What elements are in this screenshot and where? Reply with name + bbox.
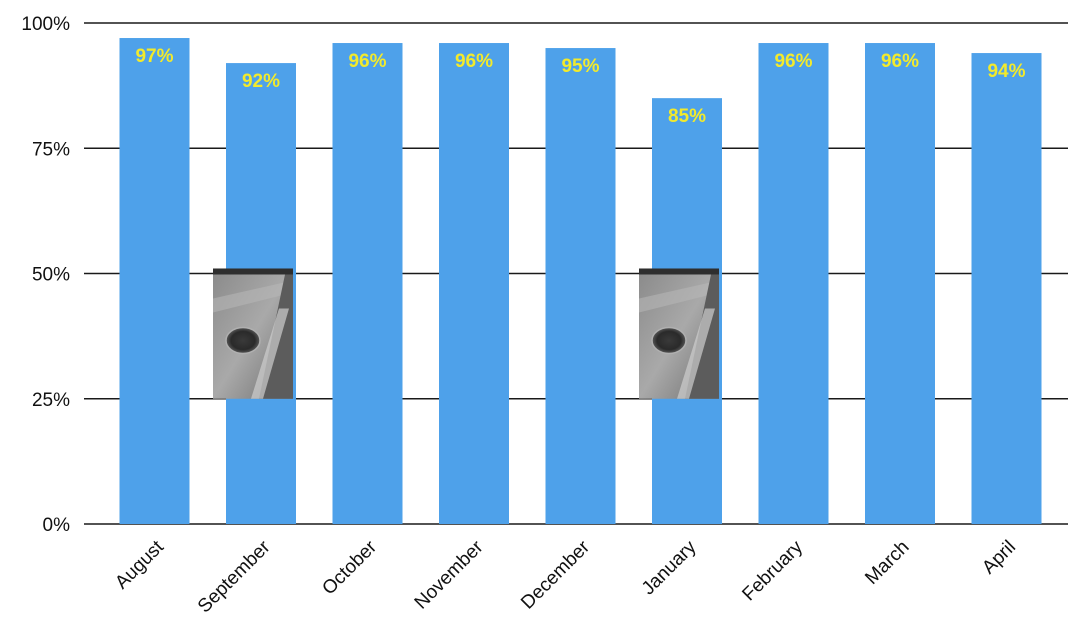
data-label-november: 96% xyxy=(455,51,493,72)
data-label-february: 96% xyxy=(774,51,812,72)
x-tick-label-march: March xyxy=(861,537,913,589)
x-tick-label-october: October xyxy=(318,536,381,599)
x-axis-category-labels: August September October November December Ja… xyxy=(111,536,1020,617)
y-tick-label-100: 100% xyxy=(21,14,70,35)
bar-december xyxy=(545,48,616,525)
y-tick-label-0: 0% xyxy=(43,515,71,536)
y-tick-label-50: 50% xyxy=(32,265,70,286)
y-axis-tick-labels: 0% 25% 50% 75% 100% xyxy=(21,14,70,536)
data-labels: 97% 92% 96% 96% 95% 85% 96% 96% 94% xyxy=(135,46,1025,127)
bar-april xyxy=(971,53,1042,525)
pothole-photo-september xyxy=(213,268,293,399)
bar-october xyxy=(332,43,403,524)
x-tick-label-january: January xyxy=(638,536,701,599)
data-label-march: 96% xyxy=(881,51,919,72)
y-tick-label-25: 25% xyxy=(32,390,70,411)
pothole-photo-january xyxy=(639,268,719,399)
bar-november xyxy=(439,43,509,524)
data-label-december: 95% xyxy=(561,56,599,77)
x-tick-label-april: April xyxy=(978,537,1020,579)
data-label-september: 92% xyxy=(242,71,280,92)
bar-march xyxy=(865,43,935,524)
data-label-april: 94% xyxy=(987,61,1025,82)
x-tick-label-february: February xyxy=(738,536,807,605)
y-tick-label-75: 75% xyxy=(32,139,70,160)
x-tick-label-august: August xyxy=(111,536,168,593)
inset-photos xyxy=(213,268,719,399)
bar-february xyxy=(758,43,829,524)
data-label-october: 96% xyxy=(348,51,386,72)
data-label-january: 85% xyxy=(668,106,706,127)
bars xyxy=(119,38,1042,525)
bar-august xyxy=(119,38,190,524)
x-tick-label-november: November xyxy=(411,536,488,613)
x-tick-label-september: September xyxy=(194,536,275,617)
data-label-august: 97% xyxy=(135,46,173,67)
x-tick-label-december: December xyxy=(517,536,594,613)
